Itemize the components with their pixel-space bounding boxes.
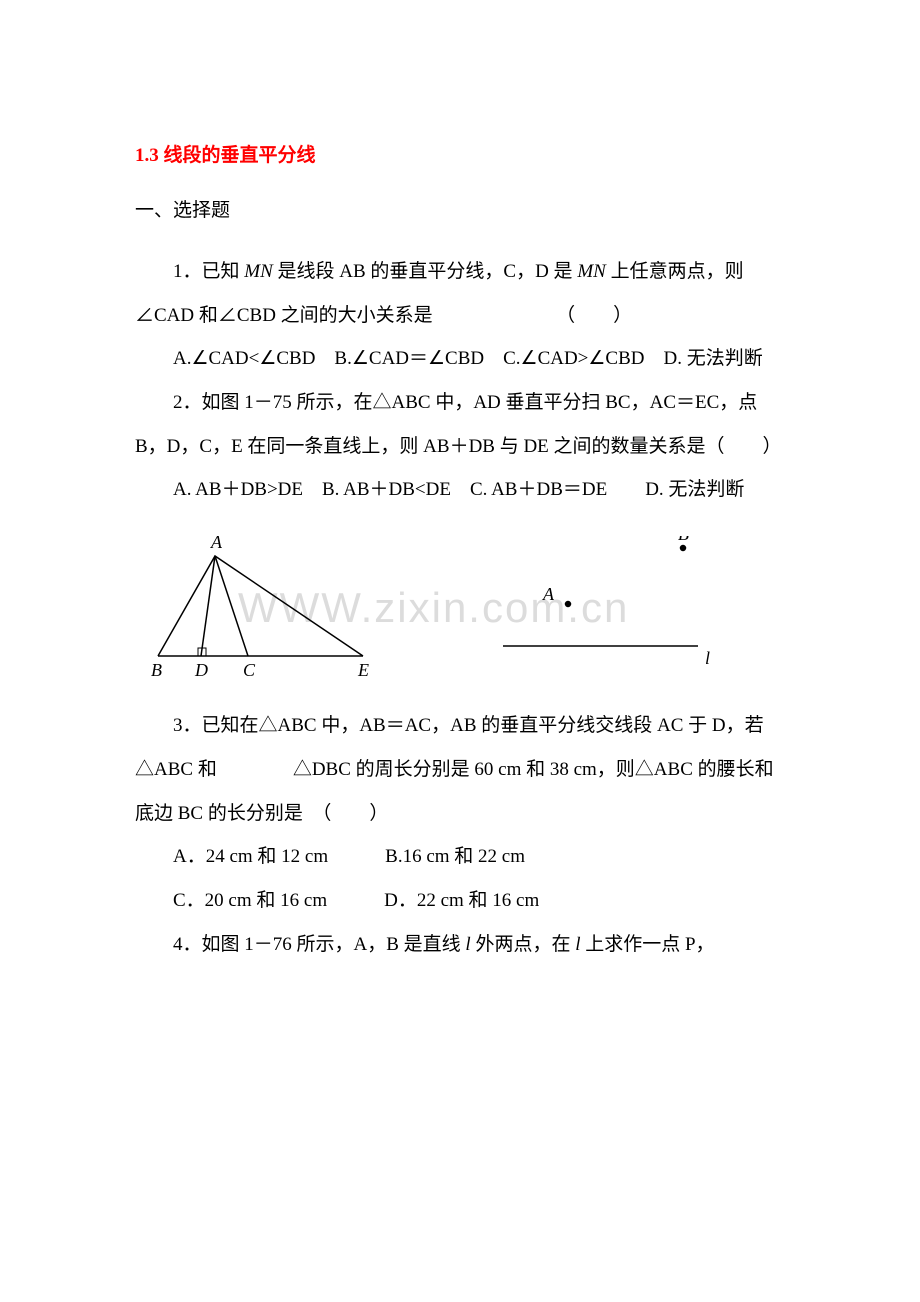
q3-options-a: A．24 cm 和 12 cm B.16 cm 和 22 cm [135,835,790,879]
q1-mn: MN [244,261,273,282]
question-2: 2．如图 1－75 所示，在△ABC 中，AD 垂直平分扫 BC，AC＝EC，点… [135,381,790,512]
q1-options: A.∠CAD<∠CBD B.∠CAD＝∠CBD C.∠CAD>∠CBD D. 无… [135,337,790,381]
q4-stem-b: 外两点，在 [471,934,576,955]
q3-stem: 3．已知在△ABC 中，AB＝AC，AB 的垂直平分线交线段 AC 于 D，若△… [135,704,790,835]
svg-text:A: A [542,584,555,604]
q4-stem-a: 4．如图 1－76 所示，A，B 是直线 [173,934,465,955]
svg-text:l: l [705,648,710,668]
svg-text:A: A [210,532,223,552]
question-4: 4．如图 1－76 所示，A，B 是直线 l 外两点，在 l 上求作一点 P， [135,923,790,967]
figure-1-76: A B l [483,536,733,686]
svg-text:D: D [194,660,208,680]
q1-stem-a: 1．已知 [173,261,244,282]
svg-text:E: E [357,660,369,680]
svg-text:C: C [243,660,256,680]
section-heading: 一、选择题 [135,195,790,222]
question-1: 1．已知 MN 是线段 AB 的垂直平分线，C，D 是 MN 上任意两点，则∠C… [135,250,790,381]
figures-row: A B D C E A B l [143,526,790,686]
q2-stem: 2．如图 1－75 所示，在△ABC 中，AD 垂直平分扫 BC，AC＝EC，点… [135,381,790,468]
q4-stem-c: 上求作一点 P， [580,934,714,955]
svg-text:B: B [151,660,162,680]
q3-options-b: C．20 cm 和 16 cm D．22 cm 和 16 cm [135,879,790,923]
svg-text:B: B [678,536,689,544]
figure-1-75: A B D C E [143,526,383,686]
q1-mn2: MN [577,261,606,282]
q2-options: A. AB＋DB>DE B. AB＋DB<DE C. AB＋DB＝DE D. 无… [135,468,790,512]
doc-title: 1.3 线段的垂直平分线 [135,140,790,167]
q1-stem-b: 是线段 AB 的垂直平分线，C，D 是 [273,261,578,282]
question-3: 3．已知在△ABC 中，AB＝AC，AB 的垂直平分线交线段 AC 于 D，若△… [135,704,790,922]
